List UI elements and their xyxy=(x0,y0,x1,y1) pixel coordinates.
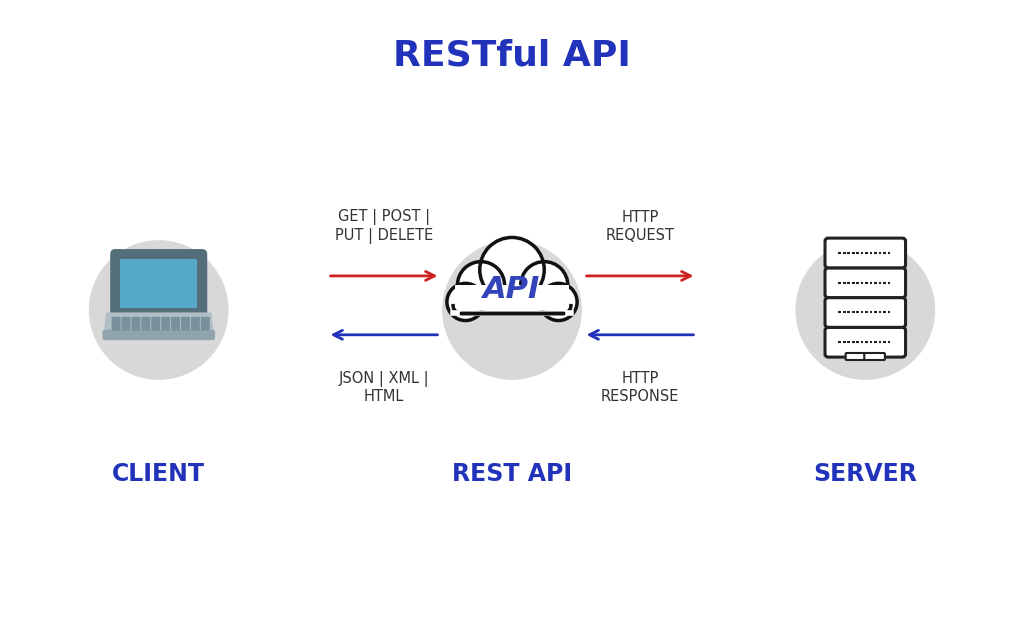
FancyBboxPatch shape xyxy=(122,321,130,326)
FancyBboxPatch shape xyxy=(455,285,569,310)
FancyBboxPatch shape xyxy=(171,321,180,326)
Text: HTTP
REQUEST: HTTP REQUEST xyxy=(605,210,675,242)
FancyBboxPatch shape xyxy=(825,268,905,298)
FancyBboxPatch shape xyxy=(181,317,189,322)
FancyBboxPatch shape xyxy=(201,317,210,322)
Text: GET | POST |
PUT | DELETE: GET | POST | PUT | DELETE xyxy=(335,209,433,244)
FancyBboxPatch shape xyxy=(141,326,151,330)
FancyBboxPatch shape xyxy=(141,317,151,322)
FancyBboxPatch shape xyxy=(825,238,905,268)
Text: RESTful API: RESTful API xyxy=(393,39,631,73)
FancyBboxPatch shape xyxy=(171,326,180,330)
Text: REST API: REST API xyxy=(452,463,572,486)
FancyBboxPatch shape xyxy=(161,326,170,330)
FancyBboxPatch shape xyxy=(131,321,140,326)
FancyBboxPatch shape xyxy=(152,326,160,330)
FancyBboxPatch shape xyxy=(112,317,121,322)
FancyBboxPatch shape xyxy=(864,353,885,360)
FancyBboxPatch shape xyxy=(181,326,189,330)
Circle shape xyxy=(540,283,578,321)
FancyBboxPatch shape xyxy=(825,298,905,327)
Circle shape xyxy=(442,241,582,379)
Circle shape xyxy=(796,241,935,379)
FancyBboxPatch shape xyxy=(122,317,130,322)
Text: JSON | XML |
HTML: JSON | XML | HTML xyxy=(339,371,429,404)
FancyBboxPatch shape xyxy=(171,317,180,322)
FancyBboxPatch shape xyxy=(190,326,200,330)
FancyBboxPatch shape xyxy=(190,317,200,322)
Circle shape xyxy=(480,237,544,302)
FancyBboxPatch shape xyxy=(152,317,160,322)
FancyBboxPatch shape xyxy=(120,259,198,308)
Polygon shape xyxy=(104,313,213,333)
Circle shape xyxy=(520,262,567,309)
FancyBboxPatch shape xyxy=(181,321,189,326)
Text: API: API xyxy=(483,275,541,304)
FancyBboxPatch shape xyxy=(131,317,140,322)
FancyBboxPatch shape xyxy=(152,321,160,326)
FancyBboxPatch shape xyxy=(161,317,170,322)
FancyBboxPatch shape xyxy=(161,321,170,326)
FancyBboxPatch shape xyxy=(846,353,866,360)
Circle shape xyxy=(89,241,228,379)
Text: HTTP
RESPONSE: HTTP RESPONSE xyxy=(601,371,679,404)
Circle shape xyxy=(446,283,484,321)
FancyBboxPatch shape xyxy=(141,321,151,326)
FancyBboxPatch shape xyxy=(112,321,121,326)
FancyBboxPatch shape xyxy=(453,285,571,313)
Circle shape xyxy=(458,262,505,309)
FancyBboxPatch shape xyxy=(190,321,200,326)
FancyBboxPatch shape xyxy=(122,326,130,330)
FancyBboxPatch shape xyxy=(112,326,121,330)
FancyBboxPatch shape xyxy=(131,326,140,330)
FancyBboxPatch shape xyxy=(201,326,210,330)
Text: SERVER: SERVER xyxy=(813,463,918,486)
Text: CLIENT: CLIENT xyxy=(113,463,205,486)
FancyBboxPatch shape xyxy=(111,249,207,318)
FancyBboxPatch shape xyxy=(102,330,215,340)
FancyBboxPatch shape xyxy=(825,327,905,357)
FancyBboxPatch shape xyxy=(201,321,210,326)
